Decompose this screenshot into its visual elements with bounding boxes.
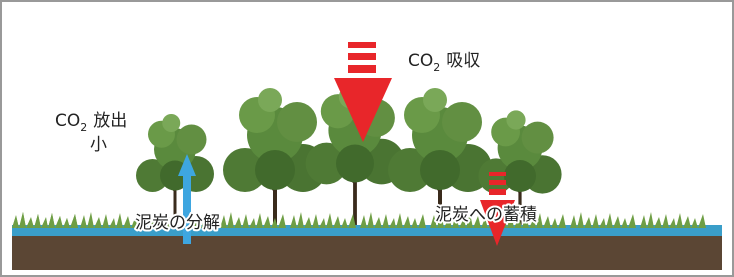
accumulation-label: 泥炭への蓄積	[435, 205, 537, 225]
emission-amount: 小	[90, 135, 107, 155]
peat	[12, 236, 722, 270]
decomposition-label: 泥炭の分解	[135, 213, 220, 233]
diagram: CO2吸収 CO2放出 小 泥炭の分解 泥炭への蓄積	[0, 0, 734, 277]
